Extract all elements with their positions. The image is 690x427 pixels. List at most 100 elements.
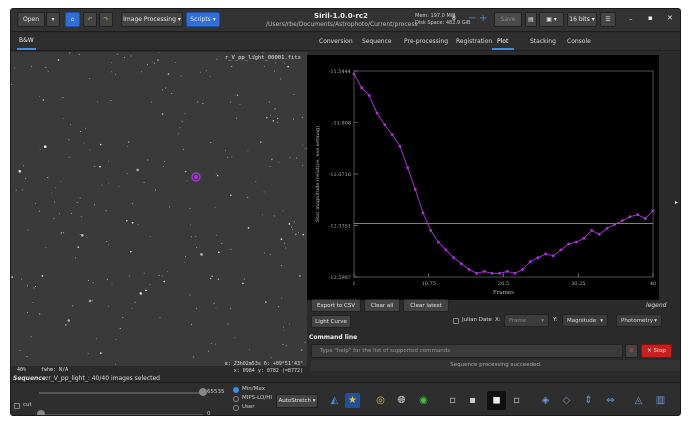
photometry-select[interactable]: Photometry ▾ xyxy=(616,314,662,327)
clear-latest-button[interactable]: Clear latest xyxy=(403,299,449,312)
star xyxy=(87,353,89,355)
minus-icon[interactable]: − xyxy=(468,13,477,24)
star xyxy=(25,177,27,179)
tab-registration[interactable]: Registration xyxy=(456,38,493,45)
photometry-icon[interactable]: ◉ xyxy=(419,395,428,406)
star xyxy=(264,66,265,68)
tab-bw[interactable]: B&W xyxy=(15,37,38,44)
plus-icon[interactable]: + xyxy=(479,13,488,24)
snapshot-button[interactable]: ▣ ▾ xyxy=(539,12,564,27)
star xyxy=(186,180,188,182)
command-input[interactable]: Type "help" for the list of supported co… xyxy=(311,344,623,358)
star xyxy=(215,173,217,175)
bottom-toolbar: 65535 cut 0 Min/Max MIPS-LO/HI User Auto… xyxy=(11,382,680,415)
save-button[interactable]: Save xyxy=(494,12,522,27)
undo-button[interactable]: ↶ xyxy=(83,12,97,27)
star xyxy=(34,286,36,288)
star xyxy=(262,214,263,216)
chevron-down-icon: ▾ xyxy=(51,16,55,23)
data-point xyxy=(651,209,655,213)
maximize-icon[interactable]: ▪ xyxy=(648,14,653,22)
light-curve-button[interactable]: Light Curve xyxy=(311,315,351,328)
save-label: Save xyxy=(500,16,516,23)
legend-toggle[interactable]: legend xyxy=(646,302,667,309)
y-axis-select[interactable]: Magnitude ▾ xyxy=(562,314,608,327)
curves-icon[interactable]: ▥ xyxy=(655,395,666,406)
star xyxy=(123,56,125,58)
radio-minmax[interactable] xyxy=(233,387,239,393)
star xyxy=(76,202,78,204)
pick-star-icon[interactable]: ★ xyxy=(345,393,360,408)
flip-icon[interactable]: ⇔ xyxy=(606,395,615,406)
autostretch-select[interactable]: AutoStretch ▾ xyxy=(276,394,318,408)
mirror-icon[interactable]: ⇕ xyxy=(584,395,593,406)
star xyxy=(262,52,264,54)
tab-plot[interactable]: Plot xyxy=(497,38,509,45)
stop-button[interactable]: ✕ Stop xyxy=(641,344,672,358)
min-slider-knob[interactable] xyxy=(37,410,45,415)
star xyxy=(190,323,192,325)
data-point xyxy=(475,271,479,275)
home-button[interactable]: ⌂ xyxy=(65,12,80,27)
view-mode-4-icon[interactable]: ▫ xyxy=(513,395,520,406)
view-mode-3-icon[interactable]: ◼ xyxy=(487,391,506,410)
save-as-button[interactable]: ▤ xyxy=(525,12,537,27)
view-mode-1-icon[interactable]: ▫ xyxy=(449,395,456,406)
clear-command-button[interactable]: ⊠ xyxy=(625,344,638,358)
star xyxy=(280,238,283,240)
data-point xyxy=(421,211,425,215)
max-slider-track[interactable] xyxy=(39,392,203,394)
star xyxy=(168,206,170,208)
tab-console[interactable]: Console xyxy=(567,38,591,45)
plot-area[interactable]: -11.5444 -11.808 -12.0716 -12.3351 -12.5987 1… xyxy=(307,55,659,300)
plot-frame xyxy=(353,70,654,278)
open-button[interactable]: Open xyxy=(17,12,45,27)
scripts-menu[interactable]: Scripts ▾ xyxy=(186,12,220,27)
data-point xyxy=(367,94,371,97)
save-as-icon: ▤ xyxy=(528,16,534,23)
view-mode-2-icon[interactable]: ▪ xyxy=(469,395,476,406)
max-slider-knob[interactable] xyxy=(199,388,207,396)
hamburger-menu[interactable]: ☰ xyxy=(600,12,616,27)
star xyxy=(18,169,22,173)
invert-colors-icon[interactable]: ◭ xyxy=(330,395,339,406)
star xyxy=(86,236,88,238)
tab-conversion[interactable]: Conversion xyxy=(319,38,353,45)
star xyxy=(270,357,272,359)
clear-all-button[interactable]: Clear all xyxy=(364,299,400,312)
export-csv-label: Export to CSV xyxy=(316,302,356,309)
open-recent-dropdown[interactable]: ▾ xyxy=(46,12,60,27)
tab-preprocessing[interactable]: Pre-processing xyxy=(404,38,449,45)
image-processing-menu[interactable]: Image Processing ▾ xyxy=(121,12,183,27)
x-axis-select[interactable]: Frame ▾ xyxy=(504,314,549,327)
star xyxy=(108,160,110,162)
star xyxy=(131,222,134,224)
tab-sequence[interactable]: Sequence xyxy=(362,38,392,45)
x-tick-label: 40 xyxy=(650,281,656,287)
radio-mips[interactable] xyxy=(233,396,239,402)
rotate-icon[interactable]: ◈ xyxy=(541,395,550,406)
light-curve-label: Light Curve xyxy=(315,318,347,325)
tab-stacking[interactable]: Stacking xyxy=(530,38,556,45)
data-point xyxy=(505,270,509,273)
crop-icon[interactable]: ◇ xyxy=(562,395,571,406)
min-slider-track[interactable] xyxy=(39,414,203,415)
plate-solve-icon[interactable]: 🌐︎ xyxy=(397,395,406,406)
star xyxy=(68,139,70,141)
radio-minmax-label: Min/Max xyxy=(242,386,265,392)
histogram-icon[interactable]: ◬ xyxy=(634,395,643,406)
data-point xyxy=(352,72,356,76)
close-icon[interactable]: ✕ xyxy=(667,14,673,22)
redo-button[interactable]: ↷ xyxy=(99,12,113,27)
minimize-icon[interactable]: – xyxy=(629,15,633,23)
julian-date-label: Julian Date xyxy=(462,317,492,323)
star xyxy=(221,242,223,244)
export-csv-button[interactable]: Export to CSV xyxy=(311,299,361,312)
image-viewer[interactable]: r_V_pp_light_00001.fits xyxy=(11,52,307,366)
radio-user[interactable] xyxy=(233,405,239,411)
collapse-panel-icon[interactable]: ▸ xyxy=(675,199,679,206)
julian-date-checkbox[interactable] xyxy=(453,318,459,324)
dynamic-psf-icon[interactable]: ◎ xyxy=(376,395,385,406)
cut-checkbox[interactable] xyxy=(14,403,20,409)
bit-depth-select[interactable]: 16 bits ▾ xyxy=(567,12,597,27)
